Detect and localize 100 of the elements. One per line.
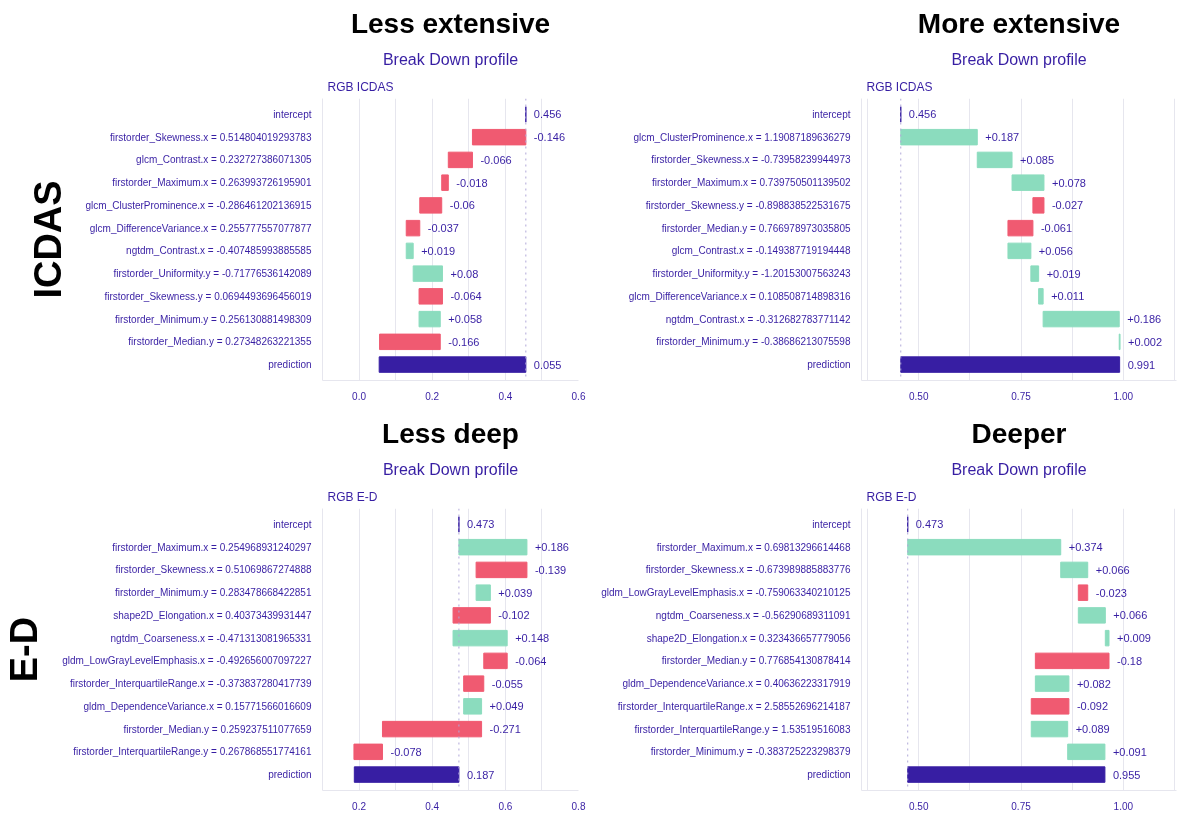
data-label: +0.011 (1051, 290, 1085, 303)
data-label: -0.18 (1117, 654, 1143, 667)
data-label: +0.066 (1113, 609, 1148, 622)
text: RGB ICDAS (866, 79, 933, 94)
y-axis-title: ICDAS (26, 180, 69, 299)
y-tick-label: firstorder_Median.y = 0.776854130878414 (661, 655, 851, 667)
y-tick-label: firstorder_Minimum.y = -0.383725223298379 (650, 746, 851, 758)
data-label: -0.064 (515, 654, 547, 667)
y-tick-label: firstorder_Maximum.x = 0.254968931240297 (112, 541, 312, 553)
chart-title: More extensive (917, 7, 1121, 39)
y-tick-label: firstorder_Skewness.y = -0.898838522531675 (645, 199, 851, 211)
data-label: +0.186 (1127, 313, 1162, 326)
data-label: +0.091 (1112, 745, 1147, 758)
data-label: -0.102 (498, 609, 530, 622)
data-label: -0.06 (449, 199, 475, 212)
x-tick-label: 0.75 (1011, 800, 1032, 812)
x-tick-label: 0.8 (571, 800, 586, 812)
data-label: -0.271 (489, 723, 521, 736)
y-tick-label: firstorder_Skewness.x = 0.51069867274888 (115, 564, 312, 576)
y-tick-label: firstorder_Median.y = 0.766978973035805 (661, 222, 851, 234)
data-label: +0.187 (985, 131, 1020, 144)
y-tick-label: ngtdm_Contrast.x = -0.407485993885585 (126, 245, 312, 257)
chart-title: Deeper (971, 417, 1067, 449)
data-label: +0.078 (1051, 176, 1086, 189)
chart-title: Less deep (382, 417, 519, 449)
data-label: -0.078 (390, 745, 422, 758)
y-tick-label: prediction (268, 359, 312, 371)
y-tick-label: gldm_LowGrayLevelEmphasis.x = -0.492656007097227 (62, 655, 312, 667)
data-label: -0.055 (491, 677, 523, 690)
x-tick-label: 1.00 (1113, 800, 1134, 812)
y-tick-label: glcm_Contrast.x = -0.149387719194448 (671, 245, 851, 257)
x-tick-label: 0.2 (352, 800, 367, 812)
data-label: +0.002 (1128, 335, 1162, 348)
y-tick-label: intercept (812, 108, 851, 120)
y-tick-label: firstorder_Maximum.x = 0.69813296614468 (656, 541, 851, 553)
data-label: +0.085 (1020, 153, 1054, 166)
data-label: +0.019 (421, 244, 456, 257)
y-tick-label: firstorder_Minimum.y = 0.283478668422851 (114, 587, 312, 599)
y-tick-label: gldm_DependenceVariance.x = 0.15771566016609 (83, 700, 312, 712)
data-label: +0.186 (534, 541, 569, 554)
data-label: 0.456 (533, 108, 562, 121)
chart-subtitle: Break Down profile (951, 460, 1087, 478)
chart-subtitle: Break Down profile (382, 460, 519, 478)
y-tick-label: prediction (807, 359, 851, 371)
data-label: +0.082 (1076, 677, 1111, 690)
data-label: 0.473 (915, 518, 944, 531)
y-tick-label: gldm_LowGrayLevelEmphasis.x = -0.759063340210125 (601, 587, 851, 599)
y-tick-label: firstorder_Skewness.x = -0.673989885883776 (645, 564, 851, 576)
data-label: -0.061 (1040, 222, 1073, 235)
data-label: -0.092 (1076, 700, 1109, 713)
data-label: -0.139 (534, 563, 567, 576)
y-tick-label: firstorder_Median.y = 0.259237511077659 (123, 723, 312, 735)
x-tick-label: 0.50 (909, 800, 929, 812)
data-label: +0.066 (1095, 563, 1130, 576)
data-label: -0.027 (1051, 199, 1084, 212)
y-tick-label: intercept (812, 518, 851, 530)
data-label: -0.064 (450, 290, 482, 303)
y-tick-label: glcm_DifferenceVariance.x = 0.108508714898316 (628, 290, 851, 302)
text: RGB E-D (327, 489, 378, 504)
y-tick-label: glcm_ClusterProminence.x = -0.286461202136915 (85, 199, 312, 211)
data-label: 0.187 (466, 768, 495, 781)
y-tick-label: firstorder_InterquartileRange.x = -0.373837280417739 (69, 678, 312, 690)
data-label: -0.146 (533, 131, 566, 144)
y-tick-label: prediction (268, 769, 312, 781)
y-tick-label: firstorder_Uniformity.y = -1.20153007563243 (652, 268, 851, 280)
data-label: 0.991 (1127, 358, 1156, 371)
y-tick-label: ngtdm_Contrast.x = -0.312682783771142 (665, 313, 851, 325)
y-tick-label: firstorder_InterquartileRange.x = 2.58552696214187 (617, 700, 851, 712)
data-label: +0.009 (1117, 632, 1151, 645)
y-tick-label: firstorder_Maximum.x = 0.263993726195901 (112, 177, 312, 189)
y-tick-label: firstorder_Uniformity.y = -0.71776536142089 (113, 268, 312, 280)
y-tick-label: shape2D_Elongation.x = 0.323436657779056 (646, 632, 851, 644)
x-tick-label: 0.4 (498, 390, 513, 402)
x-tick-label: 0.50 (909, 390, 929, 402)
y-tick-label: glcm_ClusterProminence.x = 1.19087189636279 (633, 131, 851, 143)
y-tick-label: intercept (273, 518, 312, 530)
y-tick-label: firstorder_Maximum.x = 0.739750501139502 (651, 177, 851, 189)
data-label: -0.018 (456, 176, 488, 189)
data-label: -0.023 (1095, 586, 1127, 599)
data-label: +0.049 (489, 700, 524, 713)
y-tick-label: ngtdm_Coarseness.x = -0.56290689311091 (655, 609, 851, 621)
data-label: +0.019 (1046, 267, 1081, 280)
chart-subtitle: Break Down profile (382, 50, 519, 68)
y-tick-label: firstorder_Median.y = 0.27348263221355 (128, 336, 312, 348)
y-tick-label: ngtdm_Coarseness.x = -0.471313081965331 (110, 632, 312, 644)
y-tick-label: intercept (273, 108, 312, 120)
y-tick-label: gldm_DependenceVariance.x = 0.40636223317919 (622, 678, 851, 690)
x-tick-label: 0.0 (352, 390, 367, 402)
data-label: +0.374 (1068, 541, 1103, 554)
data-label: +0.08 (450, 267, 479, 280)
x-tick-label: 0.2 (425, 390, 440, 402)
y-tick-label: prediction (807, 769, 851, 781)
y-tick-label: firstorder_InterquartileRange.y = 0.267868551774161 (73, 746, 312, 758)
x-tick-label: 0.6 (571, 390, 586, 402)
data-label: +0.058 (448, 313, 483, 326)
data-label: -0.066 (480, 153, 512, 166)
y-tick-label: firstorder_Skewness.x = 0.514804019293783 (109, 131, 312, 143)
y-tick-label: firstorder_InterquartileRange.y = 1.53519516083 (634, 723, 851, 735)
chart-subtitle: Break Down profile (951, 50, 1087, 68)
x-tick-label: 0.6 (498, 800, 513, 812)
